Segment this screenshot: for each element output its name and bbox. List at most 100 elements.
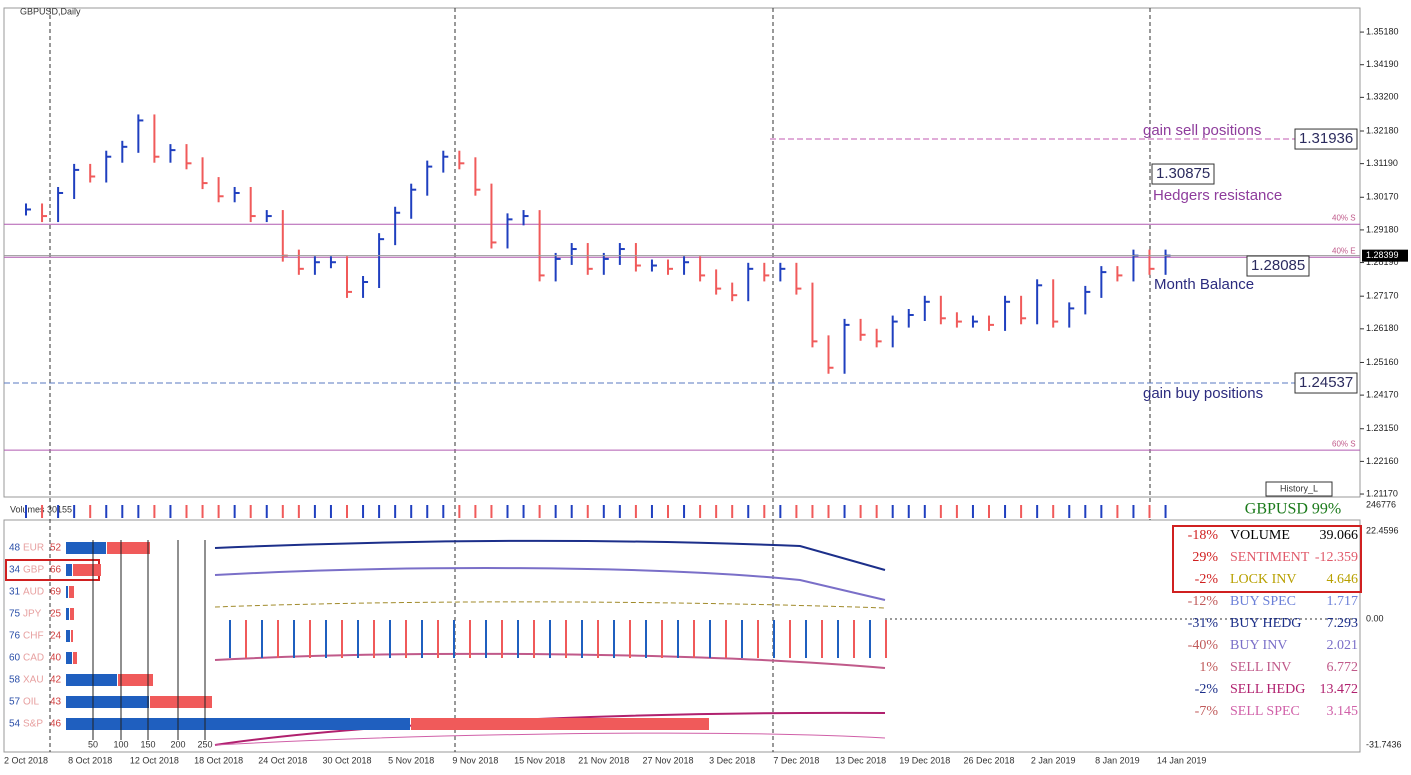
level-box (1151, 163, 1215, 185)
volume-bar (394, 505, 397, 518)
currency-sell-bar (118, 674, 153, 686)
volume-bar (891, 505, 894, 518)
row-percent: -18% (1188, 528, 1219, 543)
y-tick-label: 1.32180 (1366, 125, 1399, 135)
scale-label: 250 (197, 739, 212, 749)
currency-buy: 54 (9, 719, 21, 730)
volume-bar (105, 505, 108, 518)
y-tick-label: 1.35180 (1366, 26, 1399, 36)
row-value: 1.717 (1327, 594, 1359, 609)
level-value: 1.28085 (1251, 257, 1305, 274)
row-name: SENTIMENT (1230, 550, 1310, 565)
volume-bar (185, 505, 188, 518)
x-tick-label: 5 Nov 2018 (388, 755, 434, 765)
level-note: gain sell positions (1143, 122, 1261, 139)
x-tick-label: 19 Dec 2018 (899, 755, 950, 765)
volume-bar (153, 505, 156, 518)
volume-bar (715, 505, 718, 518)
currency-sell-bar (71, 630, 73, 642)
row-value: 3.145 (1327, 704, 1359, 719)
row-name: BUY SPEC (1230, 594, 1296, 609)
volume-bar (1036, 505, 1039, 518)
currency-sell-bar (73, 564, 101, 576)
volume-bar (570, 505, 573, 518)
level-note: Month Balance (1154, 276, 1254, 293)
currency-buy-bar (66, 652, 72, 664)
currency-sell: 46 (50, 719, 62, 730)
volume-bar (490, 505, 493, 518)
x-tick-label: 15 Nov 2018 (514, 755, 565, 765)
y-tick-label: 1.23150 (1366, 423, 1399, 433)
row-name: LOCK INV (1230, 572, 1297, 587)
x-tick-label: 21 Nov 2018 (578, 755, 629, 765)
history-button-label[interactable]: History_L (1280, 483, 1318, 493)
currency-name: EUR (23, 543, 44, 554)
scale-label: 150 (140, 739, 155, 749)
volume-bar (634, 505, 637, 518)
scale-label: 50 (88, 739, 98, 749)
indicator-curve (214, 732, 886, 746)
x-tick-label: 24 Oct 2018 (258, 755, 307, 765)
x-tick-label: 26 Dec 2018 (963, 755, 1014, 765)
x-tick-label: 2 Oct 2018 (4, 755, 48, 765)
indicator-axis-label: 22.4596 (1366, 525, 1399, 535)
row-name: SELL HEDG (1230, 682, 1305, 697)
volume-bar (859, 505, 862, 518)
currency-name: OIL (23, 697, 40, 708)
row-percent: -12% (1188, 594, 1219, 609)
volume-bar (618, 505, 621, 518)
row-name: SELL SPEC (1230, 704, 1300, 719)
currency-sell-bar (69, 586, 74, 598)
currency-buy-bar (66, 586, 68, 598)
volume-bar (249, 505, 252, 518)
currency-name: CAD (23, 653, 44, 664)
volume-bar (329, 505, 332, 518)
indicator-curve (214, 567, 886, 601)
x-tick-label: 3 Dec 2018 (709, 755, 755, 765)
zone-label: 60% S (1332, 439, 1356, 448)
volume-bar (265, 505, 268, 518)
scale-label: 100 (113, 739, 128, 749)
x-tick-label: 30 Oct 2018 (322, 755, 371, 765)
x-tick-label: 8 Oct 2018 (68, 755, 112, 765)
volume-bar (313, 505, 316, 518)
x-tick-label: 14 Jan 2019 (1157, 755, 1207, 765)
volume-bar (538, 505, 541, 518)
volume-bar (955, 505, 958, 518)
currency-buy: 58 (9, 675, 21, 686)
history-button[interactable] (1265, 481, 1333, 497)
y-tick-label: 1.25160 (1366, 357, 1399, 367)
volume-bar (410, 505, 413, 518)
currency-buy-bar (66, 608, 69, 620)
current-price-box (1362, 249, 1408, 262)
volume-bar (362, 505, 365, 518)
currency-sell-bar (70, 608, 74, 620)
volume-bar (1068, 505, 1071, 518)
currency-buy: 48 (9, 543, 21, 554)
volume-bar (811, 505, 814, 518)
volume-bar (522, 505, 525, 518)
volume-bar (346, 505, 348, 518)
row-percent: -31% (1188, 616, 1219, 631)
volume-bar (939, 505, 942, 518)
row-name: BUY HEDG (1230, 616, 1301, 631)
volume-bar (747, 505, 750, 518)
currency-sell-bar (107, 542, 150, 554)
x-tick-label: 13 Dec 2018 (835, 755, 886, 765)
currency-sell: 52 (50, 543, 62, 554)
currency-buy-bar (66, 718, 410, 730)
row-value: 39.066 (1320, 528, 1359, 543)
indicator-axis-label: -31.7436 (1366, 739, 1402, 749)
volume-bar (378, 505, 381, 518)
indicator-axis-label: 0.00 (1366, 613, 1384, 623)
row-name: SELL INV (1230, 660, 1291, 675)
volume-bar (426, 505, 429, 518)
y-tick-label: 1.34190 (1366, 59, 1399, 69)
indicator-curve (214, 601, 886, 609)
row-percent: 1% (1199, 660, 1218, 675)
currency-buy: 57 (9, 697, 21, 708)
volume-bar (1116, 505, 1119, 518)
volume-bar (971, 505, 974, 518)
volume-bar (1084, 505, 1087, 518)
zone-label: 40% E (1332, 246, 1356, 255)
